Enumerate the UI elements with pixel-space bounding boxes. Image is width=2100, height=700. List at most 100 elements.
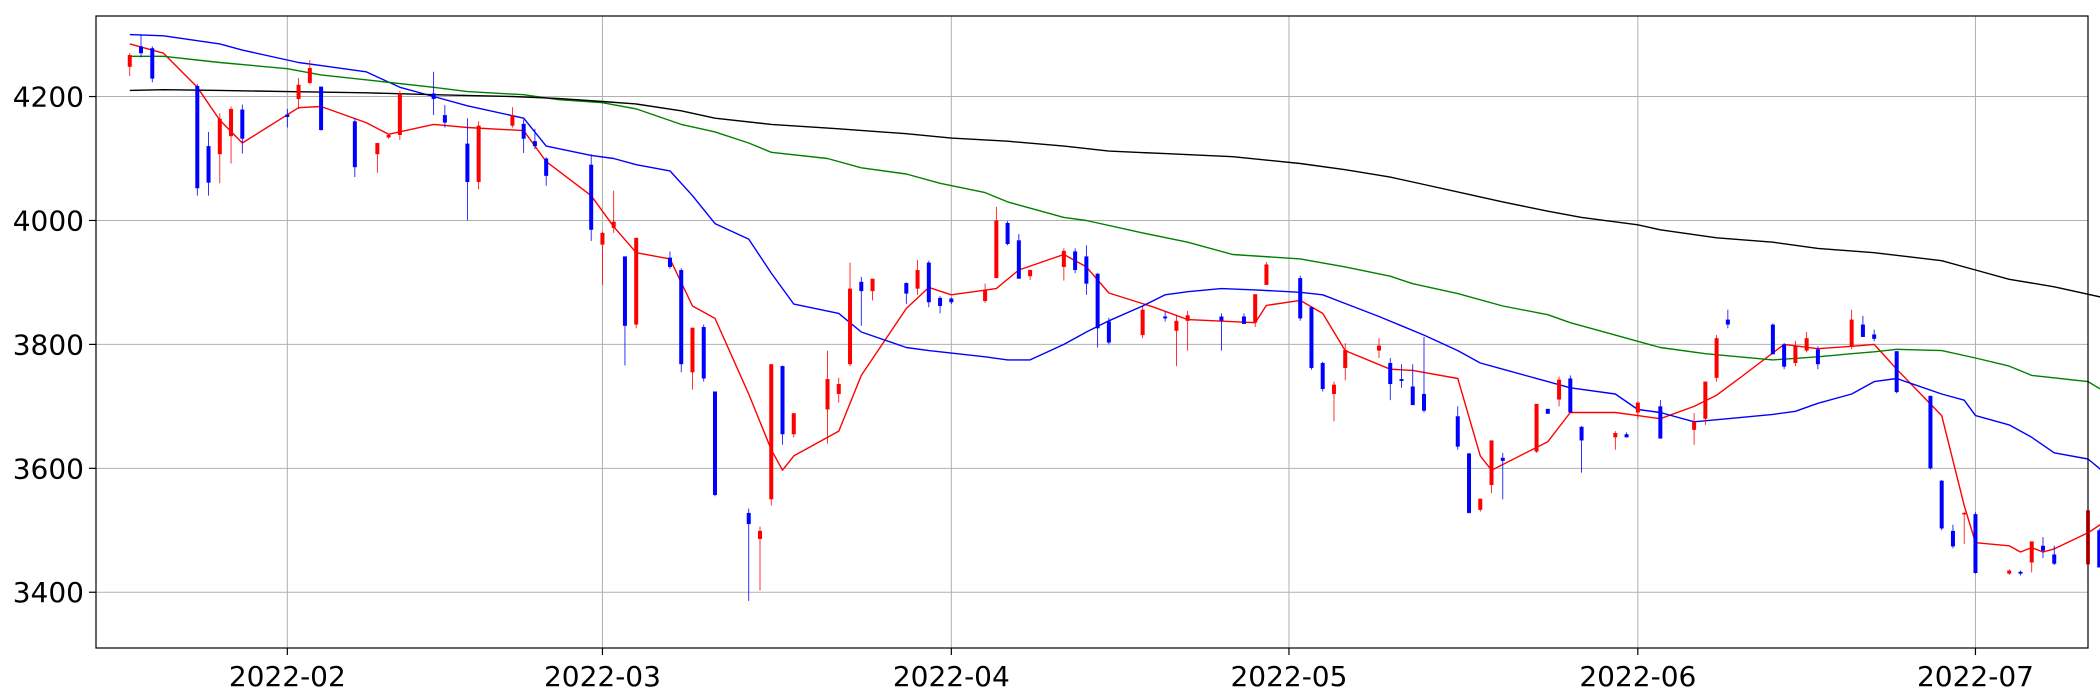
candle <box>1422 336 1426 413</box>
candle-body <box>1613 432 1618 438</box>
candle <box>1500 452 1505 500</box>
candle <box>1399 364 1404 388</box>
candle-body <box>442 115 447 123</box>
candle-body <box>1343 349 1348 368</box>
candles <box>127 33 2100 601</box>
candle-body <box>1241 316 1246 324</box>
candle <box>904 282 909 305</box>
candle <box>1095 273 1100 348</box>
series-line <box>129 88 2100 298</box>
candle <box>1962 511 1967 544</box>
candle <box>1804 332 1809 353</box>
candle <box>712 391 717 497</box>
candle <box>1455 406 1460 450</box>
candle <box>217 113 222 184</box>
candle <box>296 77 301 109</box>
candle-body <box>1534 403 1539 452</box>
candle <box>870 278 875 301</box>
candle-body <box>431 93 436 100</box>
candle-body <box>1467 453 1472 513</box>
y-tick-label: 4000 <box>13 204 84 237</box>
candle-body <box>397 93 402 135</box>
candle <box>1928 395 1933 470</box>
candle-body <box>521 123 526 139</box>
x-tick-label: 2022-02 <box>229 660 346 693</box>
candle <box>1545 408 1550 414</box>
candle-body <box>1478 498 1483 510</box>
candle <box>1073 248 1078 274</box>
candle <box>1376 338 1381 359</box>
candle-body <box>1376 345 1381 351</box>
candle <box>983 283 988 303</box>
candle <box>397 90 402 140</box>
candle <box>915 260 920 295</box>
candle <box>1320 361 1325 392</box>
candle <box>139 33 144 58</box>
candle <box>622 256 627 366</box>
candle-body <box>1106 321 1111 343</box>
candle <box>667 251 672 269</box>
candle-body <box>2029 541 2034 563</box>
candle-body <box>1894 351 1899 393</box>
plot-frame <box>95 15 2089 649</box>
candle-body <box>983 289 988 302</box>
candle-body <box>690 327 695 373</box>
candle <box>544 157 549 186</box>
candle <box>859 276 864 326</box>
candle <box>2097 528 2100 568</box>
candle <box>1770 323 1775 355</box>
candle <box>1703 381 1708 425</box>
candle <box>2018 570 2023 576</box>
candle <box>1613 431 1618 450</box>
candle-body <box>949 298 954 303</box>
candle-body <box>1849 319 1854 347</box>
candle <box>240 104 245 154</box>
candle-body <box>701 327 706 379</box>
candle-body <box>1860 324 1865 337</box>
candle <box>1860 315 1865 337</box>
candle-body <box>1095 273 1100 329</box>
candle <box>1174 314 1179 367</box>
candle-body <box>1939 480 1944 529</box>
candle-body <box>510 115 515 126</box>
candle <box>780 365 785 445</box>
candle-body <box>296 84 301 100</box>
candle-body <box>611 221 616 228</box>
candle <box>206 131 211 196</box>
candle <box>195 84 200 196</box>
x-tick-label: 2022-04 <box>893 660 1010 693</box>
candle-body <box>870 278 875 292</box>
candle <box>1714 335 1719 382</box>
candle-body <box>1264 264 1269 285</box>
candle-body <box>859 281 864 292</box>
candle <box>2029 541 2034 573</box>
candle-body <box>139 46 144 54</box>
candle <box>1894 351 1899 394</box>
candle-body <box>2040 545 2045 551</box>
candle-body <box>1557 379 1562 400</box>
candle <box>1950 524 1955 549</box>
candle-body <box>825 379 830 410</box>
candle <box>1219 313 1224 351</box>
candle-body <box>2097 530 2100 568</box>
candle-body <box>1028 270 1033 277</box>
candle <box>510 107 515 128</box>
candle-body <box>1185 315 1190 321</box>
candle-body <box>1084 256 1089 284</box>
candle-body <box>1219 316 1224 321</box>
candle <box>307 59 312 85</box>
candle-body <box>634 237 639 325</box>
candle-body <box>769 364 774 500</box>
candle-body <box>1489 440 1494 486</box>
candle-body <box>307 68 312 83</box>
candle-body <box>1073 251 1078 271</box>
candle-body <box>1804 338 1809 351</box>
candle-body <box>791 413 796 435</box>
candle-body <box>240 109 245 139</box>
candle <box>2040 537 2045 559</box>
candle <box>1140 306 1145 339</box>
candle <box>1061 248 1066 281</box>
candle-body <box>1422 393 1426 411</box>
candle-body <box>904 283 909 294</box>
